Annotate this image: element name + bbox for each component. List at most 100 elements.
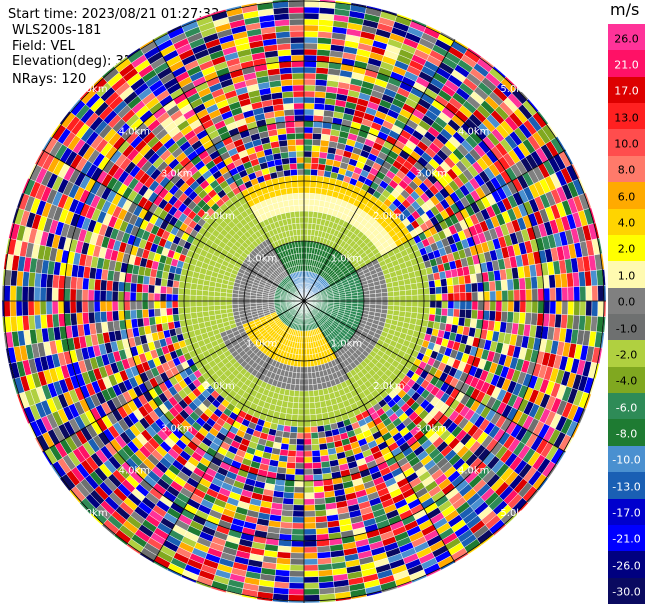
velocity-gate bbox=[88, 311, 96, 324]
velocity-gate bbox=[315, 73, 329, 81]
velocity-gate bbox=[300, 366, 305, 374]
velocity-gate bbox=[153, 285, 162, 294]
velocity-gate bbox=[189, 288, 197, 296]
velocity-gate bbox=[297, 420, 305, 428]
velocity-gate bbox=[369, 300, 377, 305]
velocity-gate bbox=[94, 278, 102, 291]
velocity-gate bbox=[310, 432, 319, 440]
velocity-gate bbox=[303, 516, 316, 524]
velocity-gate bbox=[494, 310, 502, 322]
velocity-gate bbox=[117, 291, 125, 302]
velocity-gate bbox=[303, 582, 320, 590]
velocity-gate bbox=[318, 442, 328, 451]
velocity-gate bbox=[411, 288, 419, 296]
velocity-gate bbox=[307, 366, 312, 374]
velocity-gate bbox=[501, 290, 509, 302]
velocity-gate bbox=[220, 308, 228, 315]
velocity-gate bbox=[318, 437, 327, 445]
velocity-gate bbox=[303, 126, 314, 134]
velocity-gate bbox=[315, 521, 329, 529]
velocity-gate bbox=[311, 377, 318, 385]
velocity-gate bbox=[315, 67, 329, 75]
velocity-gate bbox=[549, 300, 557, 315]
velocity-gate bbox=[195, 295, 203, 302]
velocity-gate bbox=[543, 300, 551, 315]
velocity-gate bbox=[313, 485, 325, 493]
velocity-gate bbox=[303, 594, 320, 602]
velocity-gate bbox=[316, 545, 331, 553]
velocity-gate bbox=[243, 303, 251, 308]
velocity-gate bbox=[561, 300, 569, 316]
velocity-gate bbox=[290, 540, 305, 548]
velocity-gate bbox=[308, 198, 315, 206]
velocity-gate bbox=[537, 288, 545, 302]
velocity-gate bbox=[172, 280, 180, 289]
velocity-gate bbox=[294, 480, 305, 488]
velocity-gate bbox=[313, 395, 321, 403]
velocity-gate bbox=[363, 297, 371, 302]
velocity-gate bbox=[303, 78, 316, 86]
velocity-gate bbox=[470, 309, 478, 320]
velocity-gate bbox=[290, 420, 298, 428]
velocity-gate bbox=[136, 309, 144, 319]
velocity-gate bbox=[483, 300, 491, 311]
velocity-gate bbox=[518, 277, 526, 290]
velocity-gate bbox=[166, 279, 174, 288]
velocity-gate bbox=[281, 509, 294, 517]
velocity-gate bbox=[213, 296, 221, 302]
velocity-gate bbox=[303, 474, 314, 482]
velocity-gate bbox=[100, 311, 108, 323]
velocity-gate bbox=[177, 300, 185, 308]
velocity-gate bbox=[303, 552, 318, 560]
velocity-gate bbox=[81, 289, 89, 302]
velocity-gate bbox=[312, 121, 324, 129]
velocity-gate bbox=[129, 291, 137, 302]
velocity-gate bbox=[296, 432, 305, 440]
velocity-gate bbox=[316, 49, 331, 57]
velocity-gate bbox=[519, 300, 527, 313]
velocity-gate bbox=[357, 297, 365, 302]
velocity-gate bbox=[303, 558, 319, 566]
velocity-gate bbox=[303, 504, 316, 512]
velocity-gate bbox=[399, 300, 407, 307]
velocity-gate bbox=[166, 314, 174, 323]
velocity-gate bbox=[195, 300, 203, 307]
velocity-gate bbox=[314, 497, 326, 505]
velocity-gate bbox=[225, 304, 233, 310]
velocity-gate bbox=[70, 276, 78, 290]
velocity-gate bbox=[381, 300, 389, 306]
velocity-gate bbox=[100, 279, 108, 291]
velocity-gate bbox=[303, 120, 314, 128]
velocity-gate bbox=[286, 461, 296, 469]
velocity-gate bbox=[293, 492, 305, 500]
velocity-gate bbox=[512, 311, 520, 324]
velocity-gate bbox=[506, 311, 514, 324]
velocity-gate bbox=[585, 300, 593, 317]
velocity-gate bbox=[303, 210, 309, 218]
velocity-gate bbox=[106, 280, 114, 292]
velocity-gate bbox=[213, 291, 221, 297]
velocity-gate bbox=[303, 498, 315, 506]
velocity-gate bbox=[313, 491, 325, 499]
velocity-gate bbox=[303, 414, 311, 422]
velocity-gate bbox=[293, 498, 305, 506]
velocity-gate bbox=[597, 300, 605, 317]
velocity-gate bbox=[292, 516, 305, 524]
velocity-gate bbox=[303, 372, 309, 380]
velocity-gate bbox=[312, 383, 319, 391]
velocity-gate bbox=[51, 300, 59, 315]
velocity-gate bbox=[303, 234, 308, 242]
velocity-gate bbox=[208, 310, 216, 317]
velocity-gate bbox=[314, 509, 327, 517]
velocity-gate bbox=[293, 486, 305, 494]
velocity-gate bbox=[303, 468, 314, 476]
velocity-gate bbox=[290, 546, 305, 554]
velocity-gate bbox=[524, 276, 532, 290]
velocity-gate bbox=[219, 300, 227, 306]
velocity-gate bbox=[135, 300, 143, 311]
velocity-gate bbox=[477, 300, 485, 311]
velocity-gate bbox=[87, 300, 95, 313]
velocity-gate bbox=[303, 174, 311, 182]
velocity-gate bbox=[105, 290, 113, 302]
velocity-gate bbox=[299, 384, 305, 392]
